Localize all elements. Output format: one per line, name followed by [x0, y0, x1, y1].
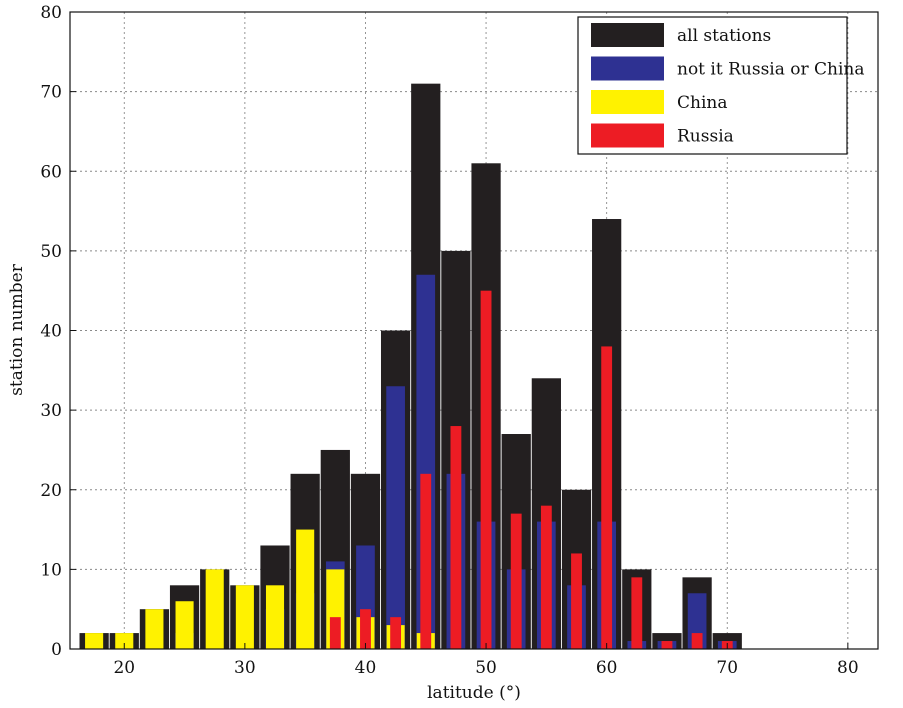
x-axis-label: latitude (°) [427, 683, 521, 703]
ticks: 20 30 40 50 60 70 80 0 10 20 30 40 50 60 70 80 [40, 3, 858, 678]
bar-series-3-bin-11 [420, 473, 432, 649]
legend-label-1: not it Russia or China [677, 60, 865, 80]
x-tick-label: 40 [355, 658, 377, 678]
bar-series-3-bin-15 [540, 505, 552, 649]
y-tick-label: 40 [40, 322, 62, 342]
bar-series-2-bin-6 [265, 585, 285, 649]
legend-label-2: China [677, 93, 727, 113]
y-tick-label: 50 [40, 242, 62, 262]
legend-label-3: Russia [677, 127, 734, 147]
bar-series-3-bin-12 [450, 426, 462, 649]
bar-series-2-bin-3 [175, 601, 194, 649]
bar-series-3-bin-9 [360, 609, 371, 649]
bar-series-3-bin-17 [601, 346, 613, 649]
y-tick-label: 60 [40, 162, 62, 182]
bar-series-3-bin-18 [631, 577, 643, 649]
bar-series-2-bin-1 [115, 633, 134, 649]
bar-series-3-bin-20 [691, 633, 703, 649]
bar-series-2-bin-7 [296, 529, 315, 649]
legend-swatch-3 [591, 123, 664, 148]
bar-series-3-bin-19 [661, 641, 673, 649]
bar-series-3-bin-8 [329, 617, 341, 649]
y-tick-label: 80 [40, 3, 62, 23]
legend-swatch-2 [591, 90, 664, 114]
bar-series-3-bin-14 [510, 513, 522, 649]
y-tick-label: 20 [40, 481, 62, 501]
bars [79, 83, 742, 650]
bar-series-2-bin-4 [205, 569, 224, 650]
bar-series-3-bin-13 [480, 290, 492, 649]
legend-label-0: all stations [677, 26, 771, 46]
bar-series-3-bin-10 [390, 617, 402, 649]
bar-series-2-bin-5 [235, 585, 254, 649]
x-tick-label: 50 [475, 658, 497, 678]
x-tick-label: 70 [716, 658, 738, 678]
legend: all stations not it Russia or China China R… [577, 16, 865, 155]
x-tick-label: 80 [837, 658, 859, 678]
bar-series-2-bin-0 [85, 633, 104, 649]
legend-swatch-1 [591, 56, 664, 81]
bar-series-2-bin-2 [145, 609, 164, 649]
y-tick-label: 30 [40, 401, 62, 421]
x-tick-label: 60 [596, 658, 618, 678]
series-3 [329, 290, 733, 649]
legend-swatch-0 [591, 23, 664, 47]
y-tick-label: 10 [40, 560, 62, 580]
y-tick-label: 0 [51, 640, 62, 660]
bar-series-1-bin-10 [386, 386, 405, 649]
x-tick-label: 20 [113, 658, 135, 678]
bar-series-3-bin-16 [571, 553, 582, 649]
y-tick-label: 70 [40, 83, 62, 103]
y-axis-label: station number [7, 263, 27, 396]
x-tick-label: 30 [234, 658, 256, 678]
